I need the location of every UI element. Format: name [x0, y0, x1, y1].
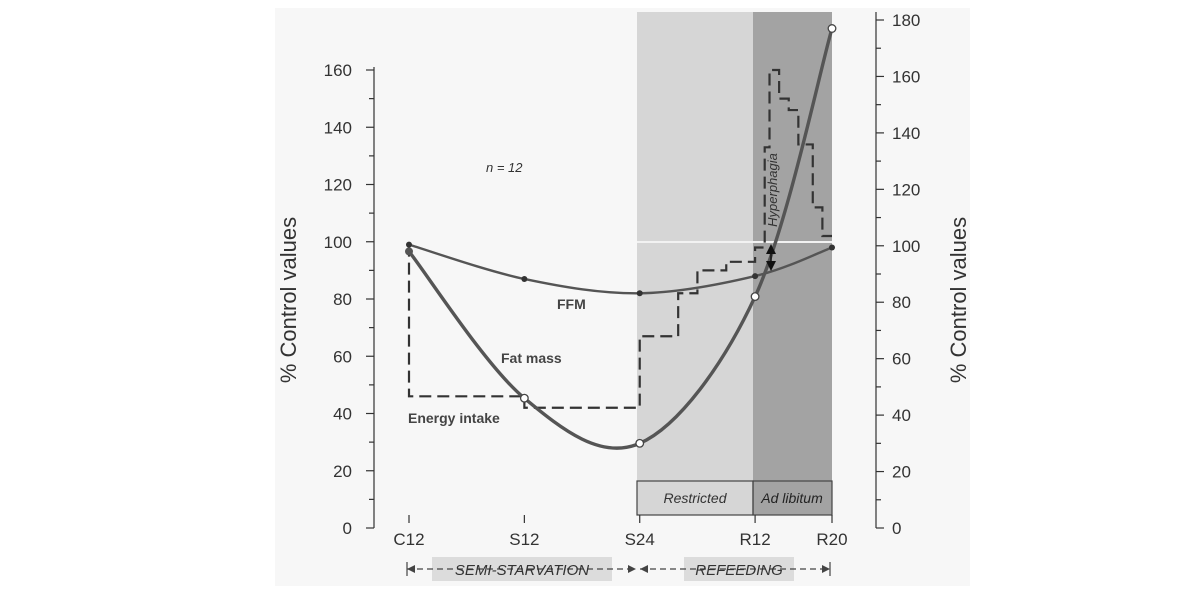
x-tick-label: R12: [739, 530, 770, 549]
ffm-point: [829, 244, 835, 251]
x-tick-label: S12: [509, 530, 539, 549]
x-axis: C12 S12 S24 R12 R20: [393, 515, 848, 549]
ffm-point: [521, 275, 528, 282]
right-y-tick-label: 160: [892, 67, 920, 86]
left-y-tick-label: 80: [333, 290, 352, 309]
right-y-tick-label: 60: [892, 350, 911, 369]
left-y-axis: 0 20 40 60 80 100 120 140 160: [324, 61, 375, 538]
figure-panel: [275, 8, 970, 586]
left-y-tick-label: 20: [333, 462, 352, 481]
left-y-axis-title: % Control values: [276, 217, 301, 383]
restricted-label: Restricted: [663, 490, 727, 506]
ffm-point: [406, 241, 412, 248]
right-y-tick-label: 140: [892, 124, 920, 143]
restricted-shade: [637, 12, 753, 515]
left-y-tick-label: 100: [324, 233, 352, 252]
hyperphagia-label: Hyperphagia: [765, 153, 780, 227]
ffm-label: FFM: [557, 296, 586, 312]
right-y-axis: 0 20 40 60 80 100 120 140 160 180: [875, 11, 920, 538]
right-y-tick-label: 20: [892, 463, 911, 482]
x-tick-label: S24: [625, 530, 655, 549]
right-y-tick-label: 100: [892, 237, 920, 256]
left-y-tick-label: 0: [343, 519, 352, 538]
left-y-tick-label: 40: [333, 405, 352, 424]
fat-mass-point: [827, 24, 837, 33]
right-y-tick-label: 120: [892, 180, 920, 199]
hyperphagia-arrow: [766, 244, 776, 271]
left-y-tick-label: 140: [324, 118, 352, 137]
left-y-tick-label: 120: [324, 176, 352, 195]
semi-starvation-label: SEMI-STARVATION: [455, 562, 589, 579]
fat-mass-label: Fat mass: [501, 350, 562, 366]
right-y-axis-title: % Control values: [946, 217, 971, 383]
ffm-point: [752, 273, 759, 280]
energy-intake-label: Energy intake: [408, 410, 500, 426]
n-annotation: n = 12: [486, 160, 523, 175]
ad-libitum-label: Ad libitum: [760, 490, 823, 506]
semi-starvation-bracket: SEMI-STARVATION: [406, 557, 636, 581]
left-y-tick-label: 160: [324, 61, 352, 80]
right-y-tick-label: 80: [892, 293, 911, 312]
fat-mass-point: [635, 438, 645, 448]
ad-libitum-box: [752, 480, 833, 516]
ffm-point: [636, 290, 643, 297]
left-y-tick-label: 60: [333, 347, 352, 366]
x-tick-label: R20: [816, 530, 847, 549]
refeeding-bracket: REFEEDING: [640, 557, 831, 581]
refeeding-label: REFEEDING: [695, 562, 783, 579]
x-tick-label: C12: [393, 530, 424, 549]
markers-layer: [405, 24, 837, 448]
fat-mass-line: [407, 27, 834, 450]
right-y-tick-label: 40: [892, 406, 911, 425]
fat-mass-point: [519, 393, 529, 403]
right-y-tick-label: 0: [892, 519, 901, 538]
energy-intake-layer: [407, 68, 832, 409]
fat-mass-point: [405, 247, 413, 256]
right-y-tick-label: 180: [892, 11, 920, 30]
fat-mass-point: [750, 292, 760, 302]
energy-intake-line: [407, 68, 832, 409]
